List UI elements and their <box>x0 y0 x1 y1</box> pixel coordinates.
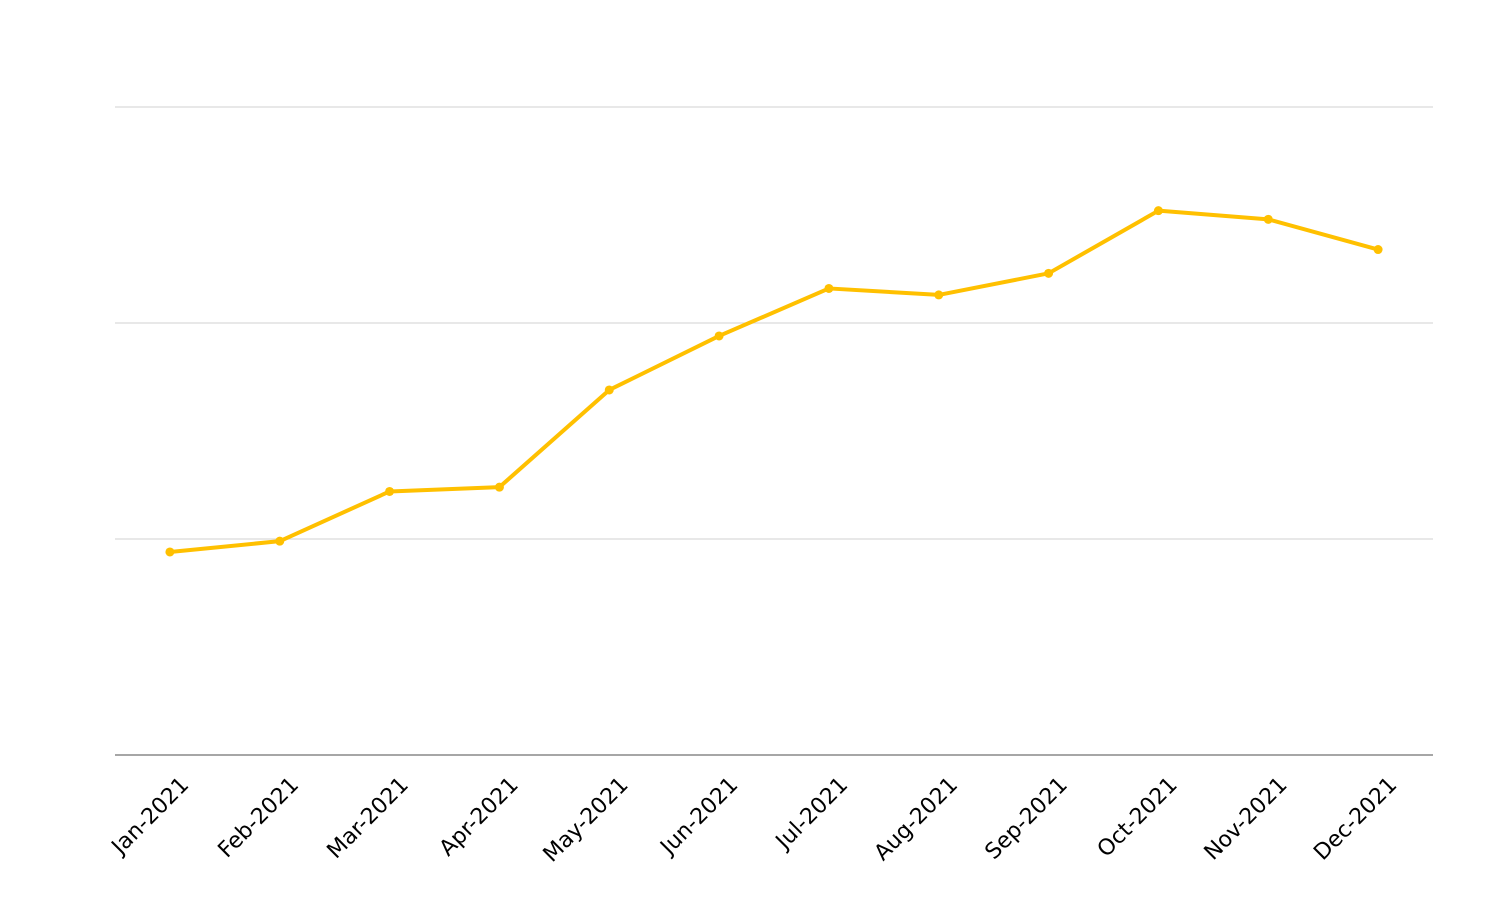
line <box>169 208 1379 554</box>
x-tick-label: Mar-2021 <box>323 773 414 864</box>
point <box>604 385 614 395</box>
x-tick-label: Feb-2021 <box>214 773 304 863</box>
x-tick-label: Jul-2021 <box>770 773 853 856</box>
x-tick-label: Nov-2021 <box>1200 773 1293 866</box>
x-tick-label: Jun-2021 <box>655 773 744 862</box>
x-tick-label: Apr-2021 <box>435 773 524 862</box>
point <box>1153 206 1163 216</box>
x-tick-label: May-2021 <box>539 773 634 868</box>
point <box>494 482 504 492</box>
point <box>934 290 944 300</box>
point <box>824 283 834 293</box>
point <box>1373 245 1383 255</box>
point <box>714 331 724 341</box>
x-tick-label: Dec-2021 <box>1309 773 1402 866</box>
point <box>1044 268 1054 278</box>
point <box>165 547 175 557</box>
point <box>1263 214 1273 224</box>
x-tick-label: Aug-2021 <box>870 773 963 866</box>
point <box>275 536 285 546</box>
x-tick-label: Oct-2021 <box>1093 773 1183 863</box>
x-tick-label: Jan-2021 <box>106 773 194 861</box>
x-tick-label: Sep-2021 <box>981 773 1073 865</box>
point <box>385 486 395 496</box>
